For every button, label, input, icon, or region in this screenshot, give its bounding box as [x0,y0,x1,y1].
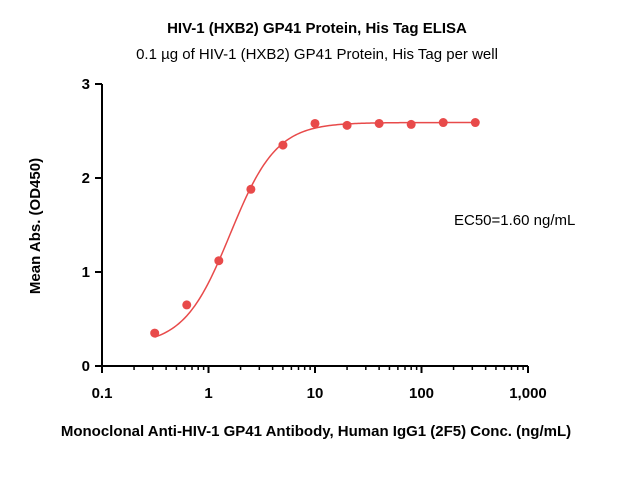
chart-subtitle: 0.1 µg of HIV-1 (HXB2) GP41 Protein, His… [136,46,498,63]
data-point [278,140,288,150]
x-tick-label: 100 [409,385,434,402]
data-point [310,118,320,128]
y-tick-label: 3 [82,76,90,93]
data-point [374,118,384,128]
x-tick-label: 0.1 [92,385,113,402]
y-tick-label: 0 [82,358,90,375]
y-axis-title: Mean Abs. (OD450) [27,158,44,294]
x-tick-label: 10 [307,385,324,402]
data-point [214,256,224,266]
y-tick-label: 2 [82,170,90,187]
y-tick-label: 1 [82,264,90,281]
data-point [438,118,448,128]
data-point [246,184,256,194]
data-point [470,118,480,128]
x-tick-label: 1 [204,385,212,402]
data-point [406,119,416,129]
x-axis-ticks: 0.1 1 10 100 1,000 [92,366,547,402]
data-points [150,118,480,338]
data-point [182,300,192,310]
fit-curve [154,121,476,338]
data-point [342,120,352,130]
ec50-annotation: EC50=1.60 ng/mL [454,212,575,229]
x-tick-label: 1,000 [509,385,547,402]
chart-title: HIV-1 (HXB2) GP41 Protein, His Tag ELISA [167,20,467,37]
data-point [150,328,160,338]
x-axis-title: Monoclonal Anti-HIV-1 GP41 Antibody, Hum… [61,423,571,440]
y-axis-ticks: 0 1 2 3 [82,76,102,375]
